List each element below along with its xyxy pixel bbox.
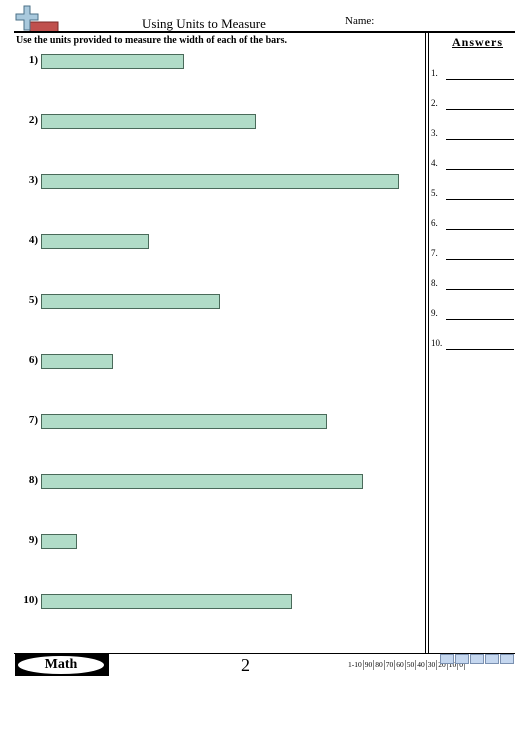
score-label: 20 bbox=[438, 660, 448, 670]
score-label: 40 bbox=[417, 660, 427, 670]
bar bbox=[41, 174, 399, 189]
problem-label: 8) bbox=[28, 474, 38, 486]
score-label: 90 bbox=[364, 660, 375, 670]
logo bbox=[15, 5, 59, 33]
answer-line bbox=[446, 319, 514, 320]
answer-line bbox=[446, 169, 514, 170]
problem-label: 6) bbox=[28, 354, 38, 366]
problem-label: 5) bbox=[28, 294, 38, 306]
answer-number: 9. bbox=[431, 308, 438, 318]
score-label: 0 bbox=[459, 660, 465, 670]
answer-line bbox=[446, 139, 514, 140]
problem-label: 7) bbox=[28, 414, 38, 426]
bar bbox=[41, 294, 220, 309]
score-label: 10 bbox=[448, 660, 459, 670]
footer-rule bbox=[14, 653, 515, 654]
name-label: Name: bbox=[345, 15, 375, 27]
title: Using Units to Measure bbox=[142, 16, 266, 31]
problem-label: 1) bbox=[28, 54, 38, 66]
score-cell bbox=[485, 654, 499, 664]
answer-number: 6. bbox=[431, 218, 438, 228]
answer-line bbox=[446, 259, 514, 260]
problem-label: 10) bbox=[23, 594, 38, 606]
score-cell bbox=[455, 654, 469, 664]
bar bbox=[41, 54, 184, 69]
answer-number: 8. bbox=[431, 278, 438, 288]
answer-number: 7. bbox=[431, 248, 438, 258]
bar bbox=[41, 234, 149, 249]
problem-label: 3) bbox=[28, 174, 38, 186]
divider bbox=[425, 32, 429, 653]
bar bbox=[41, 414, 327, 429]
problem-label: 9) bbox=[28, 534, 38, 546]
score-label: 80 bbox=[375, 660, 385, 670]
answer-number: 2. bbox=[431, 98, 438, 108]
answer-number: 5. bbox=[431, 188, 438, 198]
answer-number: 3. bbox=[431, 128, 438, 138]
answer-line bbox=[446, 229, 514, 230]
score-cell bbox=[500, 654, 514, 664]
bar bbox=[41, 474, 363, 489]
header-rule bbox=[14, 31, 515, 33]
score-cell bbox=[440, 654, 454, 664]
answer-line bbox=[446, 289, 514, 290]
score-label: 30 bbox=[427, 660, 438, 670]
score-label: 60 bbox=[396, 660, 406, 670]
answer-number: 4. bbox=[431, 158, 438, 168]
score-cell bbox=[470, 654, 484, 664]
bar bbox=[41, 354, 113, 369]
problem-label: 4) bbox=[28, 234, 38, 246]
score-label: 70 bbox=[385, 660, 396, 670]
problem-label: 2) bbox=[28, 114, 38, 126]
page-number: 2 bbox=[241, 655, 250, 675]
answer-line bbox=[446, 109, 514, 110]
score-label: 1-10 bbox=[348, 660, 364, 670]
answer-line bbox=[446, 79, 514, 80]
score-label: 50 bbox=[406, 660, 417, 670]
score-table: 1-10 90 80 70 60 50 40 30 20 10 0 bbox=[347, 654, 465, 672]
answer-line bbox=[446, 349, 514, 350]
answers-title: Answers bbox=[452, 35, 503, 49]
answer-line bbox=[446, 199, 514, 200]
bar bbox=[41, 114, 256, 129]
brand-box: Math bbox=[15, 654, 109, 676]
instructions: Use the units provided to measure the wi… bbox=[16, 35, 288, 46]
answer-number: 1. bbox=[431, 68, 438, 78]
bar bbox=[41, 594, 292, 609]
brand: Math bbox=[18, 656, 104, 674]
bar bbox=[41, 534, 77, 549]
answer-number: 10. bbox=[431, 338, 443, 348]
